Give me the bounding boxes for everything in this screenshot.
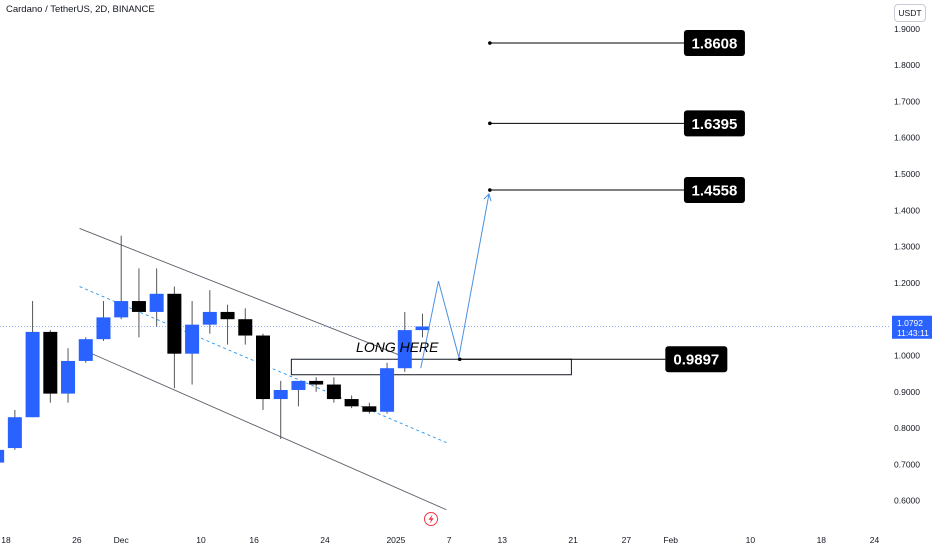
candle-body xyxy=(415,326,430,331)
candle-body xyxy=(220,311,235,320)
candle-body xyxy=(291,380,306,390)
candle-body xyxy=(25,331,40,418)
y-tick-label: 0.7000 xyxy=(894,459,920,469)
candle-body xyxy=(167,293,182,354)
x-tick-label: 26 xyxy=(72,535,82,545)
last-price-value: 1.0792 xyxy=(897,318,923,328)
candle-body xyxy=(309,380,324,385)
candle-body xyxy=(96,317,111,340)
x-tick-label: Dec xyxy=(114,535,130,545)
candles xyxy=(0,235,430,463)
last-price-countdown: 11:43:11 xyxy=(897,328,929,338)
y-tick-label: 0.9000 xyxy=(894,387,920,397)
entry-zone-box xyxy=(290,358,572,376)
x-tick-label: 13 xyxy=(498,535,508,545)
y-tick-label: 1.3000 xyxy=(894,242,920,252)
price-axis[interactable]: 0.60000.70000.80000.90001.00001.10001.20… xyxy=(892,24,932,506)
target-level-label-box[interactable] xyxy=(683,110,745,137)
entry-zone-layer xyxy=(290,358,572,376)
candle-body xyxy=(362,406,377,412)
candle-body xyxy=(344,399,359,407)
target-levels: 1.8608 1.6395 1.4558 0.9897 LONG HERE xyxy=(356,30,745,373)
x-tick-label: 10 xyxy=(746,535,756,545)
target-level-dot xyxy=(488,121,492,126)
y-tick-label: 1.4000 xyxy=(894,205,920,215)
y-tick-label: 1.8000 xyxy=(894,60,920,70)
projection-arrowhead xyxy=(483,193,492,202)
candle-body xyxy=(0,449,5,463)
target-level-dot xyxy=(488,41,492,45)
candle-body xyxy=(273,389,288,400)
bolt-icon[interactable] xyxy=(424,512,438,526)
target-level-label-box[interactable] xyxy=(683,177,745,204)
candle-body xyxy=(61,360,76,394)
target-level-dot xyxy=(488,188,492,192)
y-tick-label: 0.8000 xyxy=(894,423,920,433)
x-tick-label: 10 xyxy=(196,535,206,545)
y-tick-label: 1.5000 xyxy=(894,169,920,179)
projection-path-layer xyxy=(420,193,492,369)
x-tick-label: 16 xyxy=(249,535,259,545)
candle-body xyxy=(380,368,395,412)
projection-path xyxy=(420,193,490,369)
x-tick-label: 7 xyxy=(447,535,452,545)
y-tick-label: 1.2000 xyxy=(894,278,920,288)
candle-body xyxy=(149,293,164,312)
candle-body xyxy=(202,311,217,325)
candle-body xyxy=(238,319,253,336)
x-tick-label: 18 xyxy=(817,535,827,545)
y-tick-label: 0.6000 xyxy=(894,496,920,506)
x-tick-label: Feb xyxy=(663,535,678,545)
candle-body xyxy=(78,339,93,361)
candle-body xyxy=(326,384,341,400)
entry-level-dot xyxy=(457,357,462,362)
candle-body xyxy=(7,417,22,449)
candle-body xyxy=(114,301,129,318)
entry-level-label: 0.9897 xyxy=(673,352,719,369)
currency-selector[interactable]: USDT xyxy=(894,4,926,22)
target-level-label-box[interactable] xyxy=(683,30,745,57)
y-tick-label: 1.7000 xyxy=(894,96,920,106)
x-tick-label: 18 xyxy=(1,535,11,545)
y-tick-label: 1.6000 xyxy=(894,133,920,143)
candle-body xyxy=(43,331,58,394)
channel-upper-line xyxy=(79,228,447,375)
x-tick-label: 2025 xyxy=(386,535,405,545)
target-level-label: 1.4558 xyxy=(691,183,737,200)
x-tick-label: 21 xyxy=(568,535,578,545)
target-level-label: 1.6395 xyxy=(691,116,737,133)
y-tick-label: 1.9000 xyxy=(894,24,920,34)
last-price-label xyxy=(892,315,932,339)
y-tick-label: 1.0000 xyxy=(894,351,920,361)
candle-body xyxy=(185,324,200,354)
channel-lower-line xyxy=(79,347,447,511)
candle-body xyxy=(255,335,270,400)
time-axis[interactable]: 18 26 Dec 10 16 24 2025 7 13 21 27 Feb 10 18 24 xyxy=(1,535,879,545)
candle-body xyxy=(397,330,412,369)
x-tick-label: 27 xyxy=(622,535,632,545)
chart-title: Cardano / TetherUS, 2D, BINANCE xyxy=(6,4,155,15)
x-tick-label: 24 xyxy=(870,535,880,545)
x-tick-label: 24 xyxy=(320,535,330,545)
target-level-label: 1.8608 xyxy=(691,36,737,53)
candle-body xyxy=(131,301,146,312)
entry-level-label-box[interactable] xyxy=(665,346,728,373)
long-here-note: LONG HERE xyxy=(356,339,439,355)
